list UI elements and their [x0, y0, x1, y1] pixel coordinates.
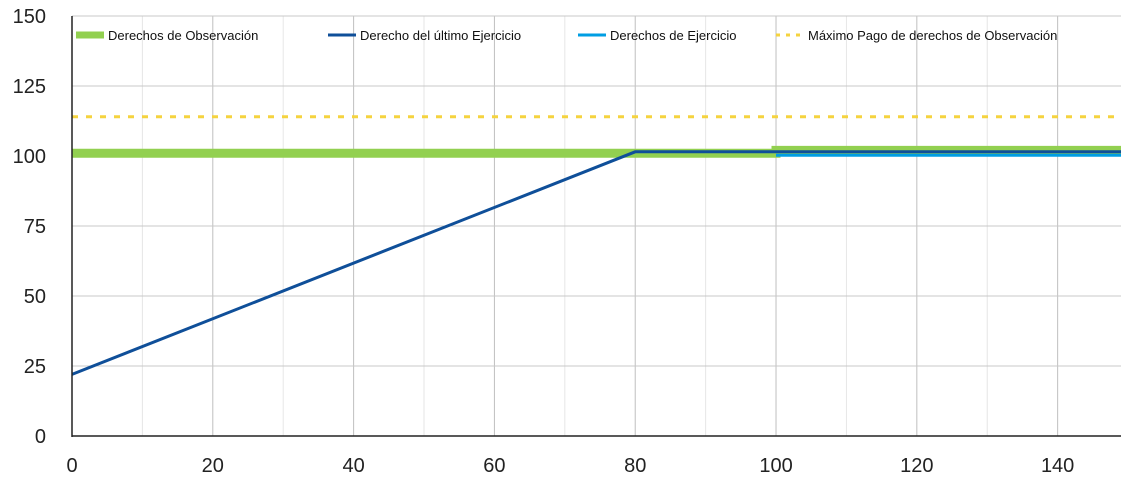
x-tick-label: 20 [202, 455, 224, 477]
plot-area [71, 115, 1121, 376]
series-line-1 [71, 150, 1121, 376]
legend-label-1: Derecho del último Ejercicio [360, 28, 521, 43]
x-tick-label: 40 [342, 455, 364, 477]
legend-label-3: Máximo Pago de derechos de Observación [808, 28, 1057, 43]
x-axis: 0 20 40 60 80 100 120 140 [66, 455, 1074, 477]
x-tick-label: 80 [624, 455, 646, 477]
x-tick-label: 60 [483, 455, 505, 477]
x-tick-label: 100 [759, 455, 792, 477]
axis-lines [71, 16, 1121, 437]
y-tick-label: 100 [13, 146, 46, 168]
legend-label-0: Derechos de Observación [108, 28, 258, 43]
x-tick-label: 120 [900, 455, 933, 477]
y-tick-label: 150 [13, 6, 46, 28]
y-tick-label: 25 [24, 356, 46, 378]
y-tick-label: 50 [24, 286, 46, 308]
x-tick-label: 140 [1041, 455, 1074, 477]
grid [72, 15, 1121, 436]
legend-label-2: Derechos de Ejercicio [610, 28, 736, 43]
x-tick-label: 0 [66, 455, 77, 477]
y-tick-label: 75 [24, 216, 46, 238]
y-axis: 0 25 50 75 100 125 150 [13, 6, 46, 448]
y-tick-label: 125 [13, 76, 46, 98]
legend: Derechos de Observación Derecho del últim… [76, 28, 1057, 43]
y-tick-label: 0 [35, 426, 46, 448]
